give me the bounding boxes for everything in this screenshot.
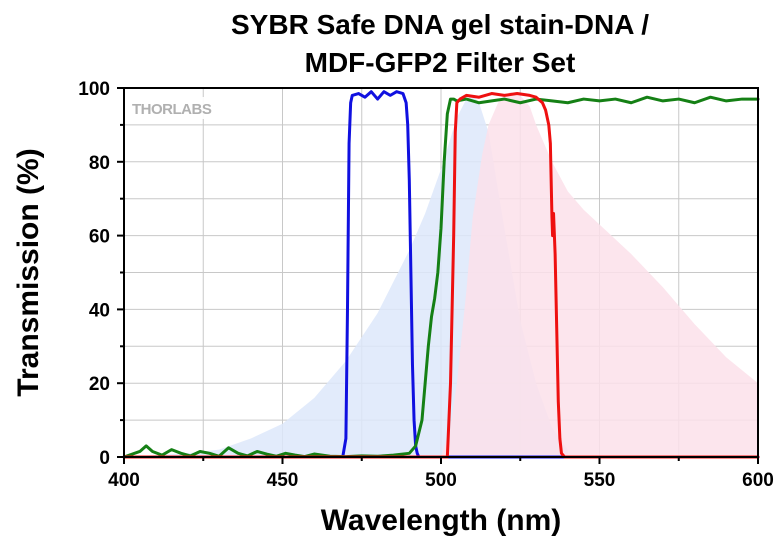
x-tick-label: 550 bbox=[584, 470, 616, 491]
y-tick-label: 60 bbox=[89, 227, 110, 248]
spectrum-area-1 bbox=[124, 95, 568, 457]
y-tick-label: 100 bbox=[78, 79, 110, 100]
chart-title-line-1: SYBR Safe DNA gel stain-DNA / bbox=[231, 9, 649, 40]
y-tick-label: 0 bbox=[99, 448, 110, 469]
y-tick-label: 80 bbox=[89, 153, 110, 174]
axis-ticks: 400 450 500 550 600 0 20 40 60 80 100 bbox=[78, 79, 774, 491]
x-axis-label: Wavelength (nm) bbox=[321, 504, 562, 537]
y-tick-label: 40 bbox=[89, 300, 110, 321]
spectrum-area-2 bbox=[441, 91, 758, 457]
y-tick-label: 20 bbox=[89, 374, 110, 395]
x-tick-label: 450 bbox=[267, 470, 299, 491]
chart-title-line-2: MDF-GFP2 Filter Set bbox=[305, 47, 576, 78]
thorlabs-logo: THORLABS bbox=[128, 97, 228, 119]
x-tick-label: 500 bbox=[425, 470, 457, 491]
filter-curves bbox=[122, 90, 760, 459]
excitation-filter-line bbox=[122, 90, 760, 459]
x-tick-label: 400 bbox=[108, 470, 140, 491]
emission-filter-line bbox=[122, 92, 760, 459]
x-tick-label: 600 bbox=[742, 470, 774, 491]
logo-text: THORLABS bbox=[132, 101, 212, 118]
spectra-areas bbox=[124, 91, 758, 457]
y-axis-label: Transmission (%) bbox=[12, 148, 45, 396]
